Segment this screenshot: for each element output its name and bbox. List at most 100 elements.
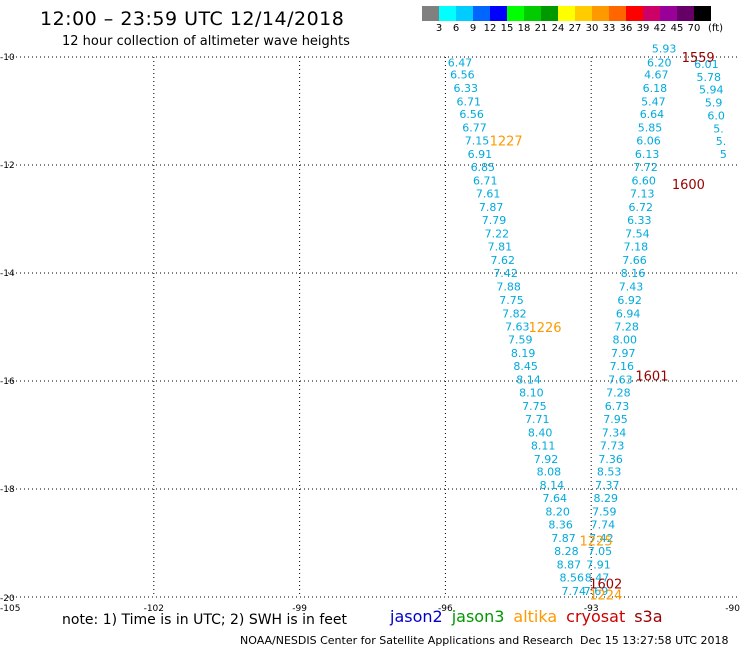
- satellite-s3a: s3a: [634, 607, 663, 626]
- wave-height-point: 7.75: [522, 400, 547, 413]
- wave-height-point: 7.28: [606, 386, 631, 399]
- y-tick-label: -12: [0, 161, 15, 171]
- wave-height-point: 8.10: [519, 386, 544, 399]
- legend-swatch: [473, 6, 490, 21]
- legend-swatch: [524, 6, 541, 21]
- legend-swatch: [490, 6, 507, 21]
- wave-height-point: 7.59: [508, 333, 533, 346]
- wave-height-point: 5.85: [638, 122, 663, 135]
- wave-height-point: 7.18: [624, 241, 649, 254]
- wave-height-point: 5.: [716, 135, 727, 148]
- wave-height-point: 7.91: [586, 559, 611, 572]
- satellite-altika: altika: [513, 607, 558, 626]
- wave-height-point: 8.36: [548, 519, 573, 532]
- wave-height-point: 4.67: [644, 68, 669, 81]
- wave-height-point: 5.94: [699, 83, 724, 96]
- wave-height-point: 5.9: [705, 96, 723, 109]
- legend-swatch: [660, 6, 677, 21]
- wave-height-point: 8.53: [597, 466, 622, 479]
- wave-height-point: 8.19: [511, 347, 536, 360]
- legend-label: 9: [469, 23, 477, 34]
- legend-label: 39: [636, 23, 650, 34]
- legend-label: 70: [687, 23, 701, 34]
- wave-height-point: 8.28: [554, 545, 579, 558]
- wave-height-point: 7.79: [482, 214, 507, 227]
- wave-height-point: 6.0: [707, 109, 725, 122]
- legend-swatch: [422, 6, 439, 21]
- legend-label: 36: [619, 23, 633, 34]
- wave-height-point: 8.20: [545, 506, 570, 519]
- wave-height-point: 8.14: [540, 479, 565, 492]
- y-tick-label: -20: [0, 594, 15, 604]
- wave-height-point: 7.88: [496, 281, 521, 294]
- legend-swatch: [575, 6, 592, 21]
- legend-label: 45: [670, 23, 684, 34]
- wave-height-point: 7.42: [493, 267, 518, 280]
- wave-height-point: 5.93: [652, 42, 677, 55]
- x-tick-label: -96: [438, 604, 453, 614]
- wave-height-point: 7.63: [505, 320, 530, 333]
- wave-height-point: 7.16: [610, 360, 635, 373]
- x-tick-label: -99: [292, 604, 307, 614]
- pass-time-label: 1227: [490, 135, 523, 150]
- pass-time-label: 1601: [635, 370, 668, 385]
- legend-label: 18: [517, 23, 531, 34]
- wave-height-point: 7.05: [588, 545, 613, 558]
- chart-title: 12:00 – 23:59 UTC 12/14/2018: [40, 8, 345, 30]
- wave-height-point: 6.33: [627, 214, 652, 227]
- wave-height-point: 8.14: [516, 373, 541, 386]
- wave-height-point: 6.01: [694, 58, 719, 71]
- wave-height-point: 7.54: [625, 228, 650, 241]
- wave-height-point: 7.69: [584, 585, 609, 598]
- wave-height-point: 6.13: [635, 148, 660, 161]
- wave-height-point: 7.82: [502, 308, 527, 321]
- wave-height-point: 8.29: [594, 492, 619, 505]
- wave-height-point: 6.64: [640, 108, 665, 121]
- legend-swatch: [626, 6, 643, 21]
- wave-height-point: 5.: [713, 122, 724, 135]
- legend-swatch: [541, 6, 558, 21]
- wave-height-point: 8.40: [528, 426, 553, 439]
- x-tick-label: -105: [0, 604, 20, 614]
- pass-time-label: 1600: [672, 178, 705, 193]
- wave-height-point: 5: [720, 148, 727, 161]
- wave-height-point: 7.81: [488, 241, 513, 254]
- wave-height-point: 6.92: [617, 294, 642, 307]
- wave-height-point: 6.71: [473, 175, 498, 188]
- legend-swatch: [558, 6, 575, 21]
- wave-height-point: 7.95: [603, 413, 628, 426]
- wave-height-point: 6.56: [459, 108, 484, 121]
- credit-text: NOAA/NESDIS Center for Satellite Applica…: [240, 634, 574, 647]
- pass-time-label: 1224: [589, 588, 622, 603]
- legend-swatch: [643, 6, 660, 21]
- legend-unit: (ft): [707, 23, 724, 34]
- wave-height-point: 7.97: [611, 347, 636, 360]
- wave-height-point: 7.34: [602, 426, 627, 439]
- y-tick-label: -16: [0, 377, 15, 387]
- pass-time-label: 1559: [682, 51, 715, 66]
- legend-label: 21: [534, 23, 548, 34]
- satellite-legend: jason2 jason3 altika cryosat s3a: [390, 607, 672, 626]
- legend-swatch: [677, 6, 694, 21]
- generation-timestamp: Dec 15 13:27:58 UTC 2018: [580, 634, 729, 647]
- y-tick-label: -10: [0, 53, 15, 63]
- legend-label: 42: [653, 23, 667, 34]
- wave-height-point: 8.08: [537, 466, 562, 479]
- wave-height-point: 7.42: [589, 532, 614, 545]
- wave-height-point: 7.61: [476, 188, 501, 201]
- legend-swatch: [507, 6, 524, 21]
- wave-height-point: 8.16: [621, 267, 646, 280]
- wave-height-point: 7.87: [479, 201, 504, 214]
- legend-label: 24: [551, 23, 565, 34]
- wave-height-point: 7.64: [543, 492, 568, 505]
- legend-swatch: [456, 6, 473, 21]
- wave-height-point: 7.36: [598, 453, 623, 466]
- satellite-jason2: jason2: [390, 607, 443, 626]
- wave-height-point: 6.33: [454, 82, 479, 95]
- wave-height-point: 8.11: [531, 439, 556, 452]
- wave-height-point: 7.15: [465, 135, 490, 148]
- legend-label: 33: [602, 23, 616, 34]
- wave-height-point: 6.71: [456, 95, 481, 108]
- legend-label: 6: [452, 23, 460, 34]
